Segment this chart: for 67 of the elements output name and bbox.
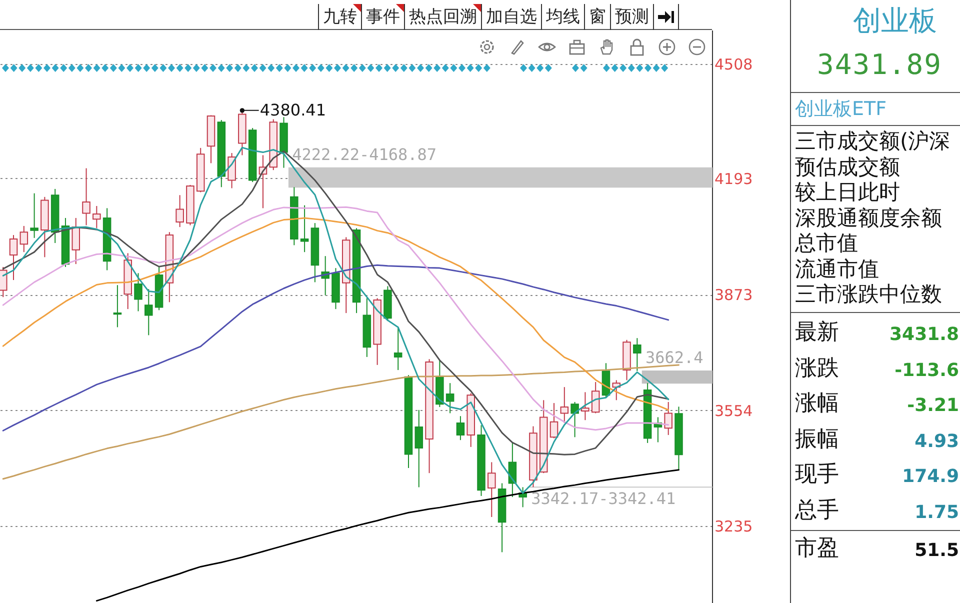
line-series bbox=[96, 469, 680, 602]
candlestick bbox=[570, 401, 579, 438]
band-label: 3342.17-3342.41 bbox=[531, 489, 676, 508]
band-label: 4222.22-4168.87 bbox=[292, 144, 437, 164]
candlestick bbox=[72, 217, 80, 265]
candlestick bbox=[456, 416, 465, 441]
annotation: 4380.41 bbox=[260, 100, 326, 120]
candlestick bbox=[228, 152, 236, 189]
text: 174.9 bbox=[902, 465, 959, 490]
candlestick bbox=[0, 266, 8, 298]
candlestick bbox=[591, 382, 600, 414]
candlestick bbox=[550, 402, 558, 439]
text: 预测 bbox=[610, 4, 653, 30]
text: 热点回溯 bbox=[404, 4, 481, 30]
text: 三市成交额(沪深 bbox=[795, 129, 950, 153]
candlestick bbox=[560, 386, 569, 424]
y-tick-label: 3235 bbox=[714, 518, 753, 536]
y-tick-label: 3873 bbox=[714, 286, 753, 304]
text: 振幅 bbox=[795, 426, 839, 454]
candlestick bbox=[144, 288, 153, 336]
candlestick bbox=[92, 206, 101, 229]
y-tick-label: 4193 bbox=[714, 170, 753, 188]
candlestick bbox=[134, 272, 142, 312]
text: 51.5 bbox=[914, 539, 959, 563]
candlestick bbox=[300, 204, 309, 253]
text: -3.21 bbox=[907, 394, 959, 418]
text: 九转 bbox=[318, 4, 361, 30]
y-tick-label: 3554 bbox=[714, 402, 753, 420]
text: 创业板ETF bbox=[795, 97, 887, 122]
text: 4.93 bbox=[914, 430, 959, 454]
candlestick bbox=[113, 284, 122, 328]
text: 流通市值 bbox=[795, 256, 879, 280]
text: 涨跌 bbox=[795, 354, 839, 383]
text: 3431.8 bbox=[890, 323, 959, 347]
candlestick bbox=[9, 234, 18, 281]
text: 深股通额度余额 bbox=[795, 206, 942, 230]
candlestick bbox=[488, 462, 496, 518]
candlestick bbox=[664, 401, 672, 436]
text: 创业板 bbox=[853, 3, 937, 39]
text: 1.75 bbox=[914, 501, 959, 525]
text: 事件 bbox=[361, 4, 404, 30]
text: 3431.89 bbox=[817, 48, 942, 81]
text: -113.6 bbox=[894, 358, 959, 383]
text: 总市值 bbox=[795, 231, 858, 255]
text: 均线 bbox=[541, 4, 584, 30]
y-tick-label: 4508 bbox=[714, 56, 753, 74]
candlestick bbox=[20, 225, 28, 253]
text: 窗 bbox=[584, 4, 610, 30]
text: 涨幅 bbox=[795, 390, 839, 418]
line-series bbox=[2, 364, 680, 480]
candlestick bbox=[176, 194, 184, 228]
candlestick bbox=[30, 192, 38, 238]
text: 总手 bbox=[795, 497, 839, 525]
band-label: 3662.4 bbox=[645, 348, 704, 367]
text: 三市涨跌中位数 bbox=[795, 282, 942, 306]
candlestick bbox=[394, 327, 402, 371]
text: 预估成交额 bbox=[795, 154, 900, 178]
text: 加自选 bbox=[481, 4, 541, 30]
candlestick bbox=[414, 409, 424, 488]
candlestick bbox=[633, 338, 642, 372]
text: 最新 bbox=[795, 319, 839, 347]
text: 市盈 bbox=[795, 535, 839, 563]
candlestick bbox=[82, 168, 90, 226]
text: 现手 bbox=[795, 461, 839, 490]
candlestick bbox=[446, 382, 454, 414]
candlestick bbox=[581, 392, 590, 421]
text: 较上日此时 bbox=[795, 180, 900, 204]
